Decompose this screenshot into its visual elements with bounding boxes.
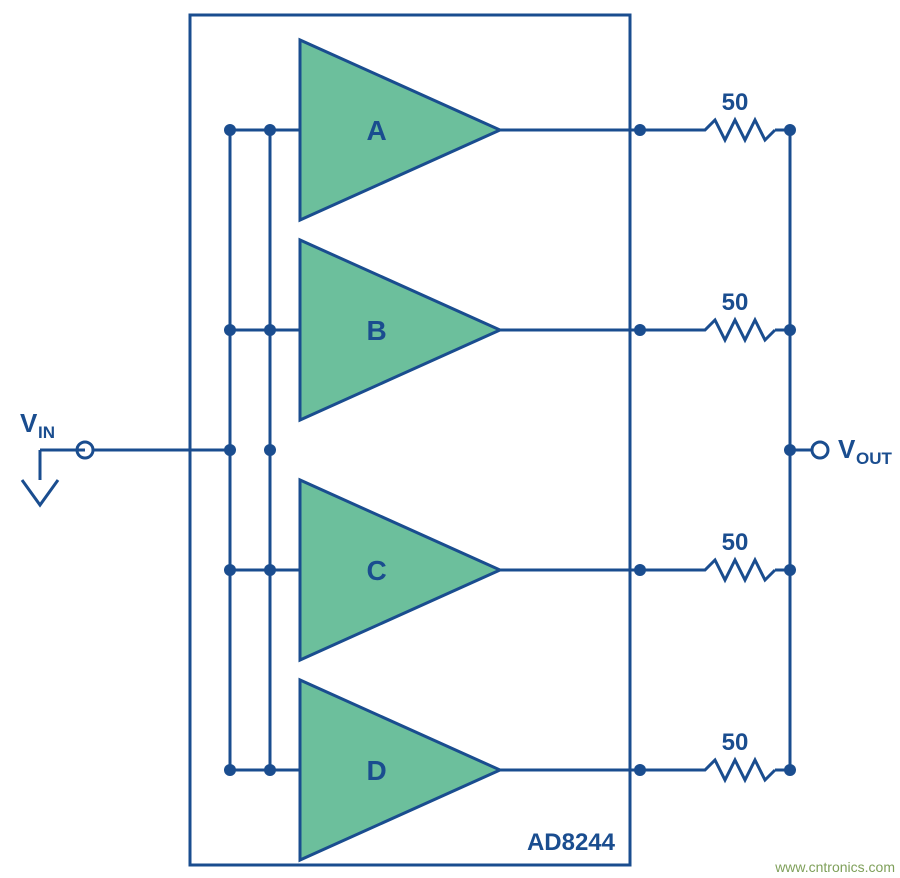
resistor-b: [695, 320, 775, 340]
buffer-a: [300, 40, 500, 220]
vin-label: V: [20, 408, 38, 438]
resistor-d: [695, 760, 775, 780]
resistor-label-a: 50: [722, 89, 749, 116]
buffer-b: [300, 240, 500, 420]
vout-label: V: [838, 434, 856, 464]
resistor-label-c: 50: [722, 529, 749, 556]
resistor-c: [695, 560, 775, 580]
resistor-label-b: 50: [722, 289, 749, 316]
buffer-label-b: B: [367, 315, 387, 346]
buffer-label-d: D: [367, 755, 387, 786]
vout-sub: OUT: [856, 449, 893, 468]
chip-name: AD8244: [527, 829, 616, 856]
buffer-c: [300, 480, 500, 660]
buffer-label-a: A: [367, 115, 387, 146]
watermark: www.cntronics.com: [774, 859, 895, 875]
vout-terminal: [812, 442, 828, 458]
resistor-label-d: 50: [722, 729, 749, 756]
buffer-d: [300, 680, 500, 860]
ground-symbol: [22, 480, 58, 505]
vin-sub: IN: [38, 423, 55, 442]
resistor-a: [695, 120, 775, 140]
buffer-label-c: C: [367, 555, 387, 586]
